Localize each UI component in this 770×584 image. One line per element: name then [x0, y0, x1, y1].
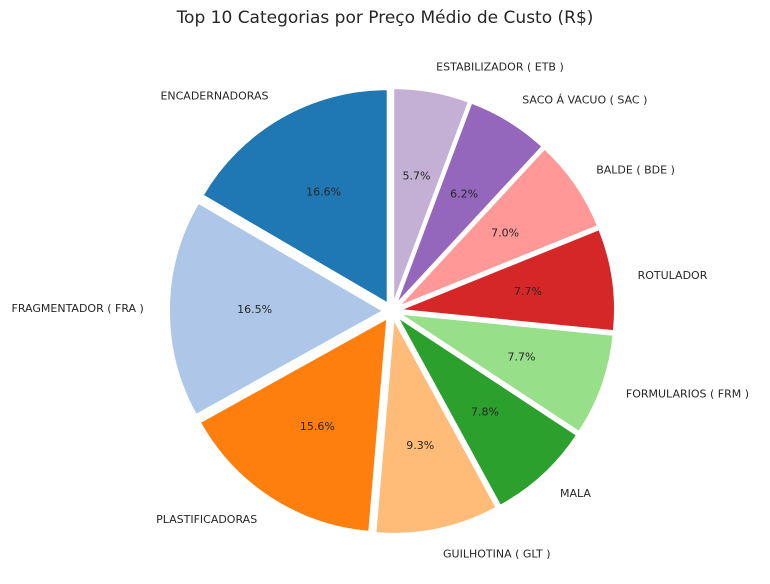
chart-title: Top 10 Categorias por Preço Médio de Cus…: [176, 8, 594, 28]
pie-slice: [202, 89, 388, 304]
slice-category-label: MALA: [560, 487, 591, 500]
slice-percent-label: 7.7%: [508, 350, 536, 363]
slice-category-label: PLASTIFICADORAS: [156, 513, 257, 526]
slice-percent-label: 7.0%: [491, 226, 519, 239]
pie-slice: [396, 102, 543, 304]
pie-slice: [393, 88, 469, 302]
pie-slice: [401, 229, 615, 332]
pie-slice: [199, 318, 388, 532]
slice-percent-label: 6.2%: [450, 188, 478, 201]
pie-slice: [168, 202, 384, 415]
slice-percent-label: 15.6%: [300, 420, 335, 433]
slice-category-label: ESTABILIZADOR ( ETB ): [436, 60, 564, 73]
pie-slice: [400, 313, 614, 433]
slice-percent-label: 9.3%: [406, 439, 434, 452]
slice-percent-label: 5.7%: [402, 169, 430, 182]
pie-slice: [375, 318, 497, 534]
slice-percent-label: 7.7%: [514, 285, 542, 298]
pie-slice: [398, 317, 578, 506]
slice-category-label: SACO Á VACUO ( SAC ): [522, 93, 647, 106]
slice-percent-label: 7.8%: [471, 406, 499, 419]
slice-category-label: BALDE ( BDE ): [596, 164, 675, 177]
slice-percent-label: 16.5%: [237, 303, 272, 316]
slice-category-label: ROTULADOR: [638, 269, 708, 282]
slice-percent-label: 16.6%: [306, 185, 341, 198]
slice-category-label: FRAGMENTADOR ( FRA ): [12, 302, 144, 315]
slice-category-label: FORMULARIOS ( FRM ): [626, 387, 749, 400]
slice-category-label: ENCADERNADORAS: [160, 89, 268, 102]
pie-slice: [399, 148, 598, 307]
slice-category-label: GUILHOTINA ( GLT ): [443, 547, 551, 560]
